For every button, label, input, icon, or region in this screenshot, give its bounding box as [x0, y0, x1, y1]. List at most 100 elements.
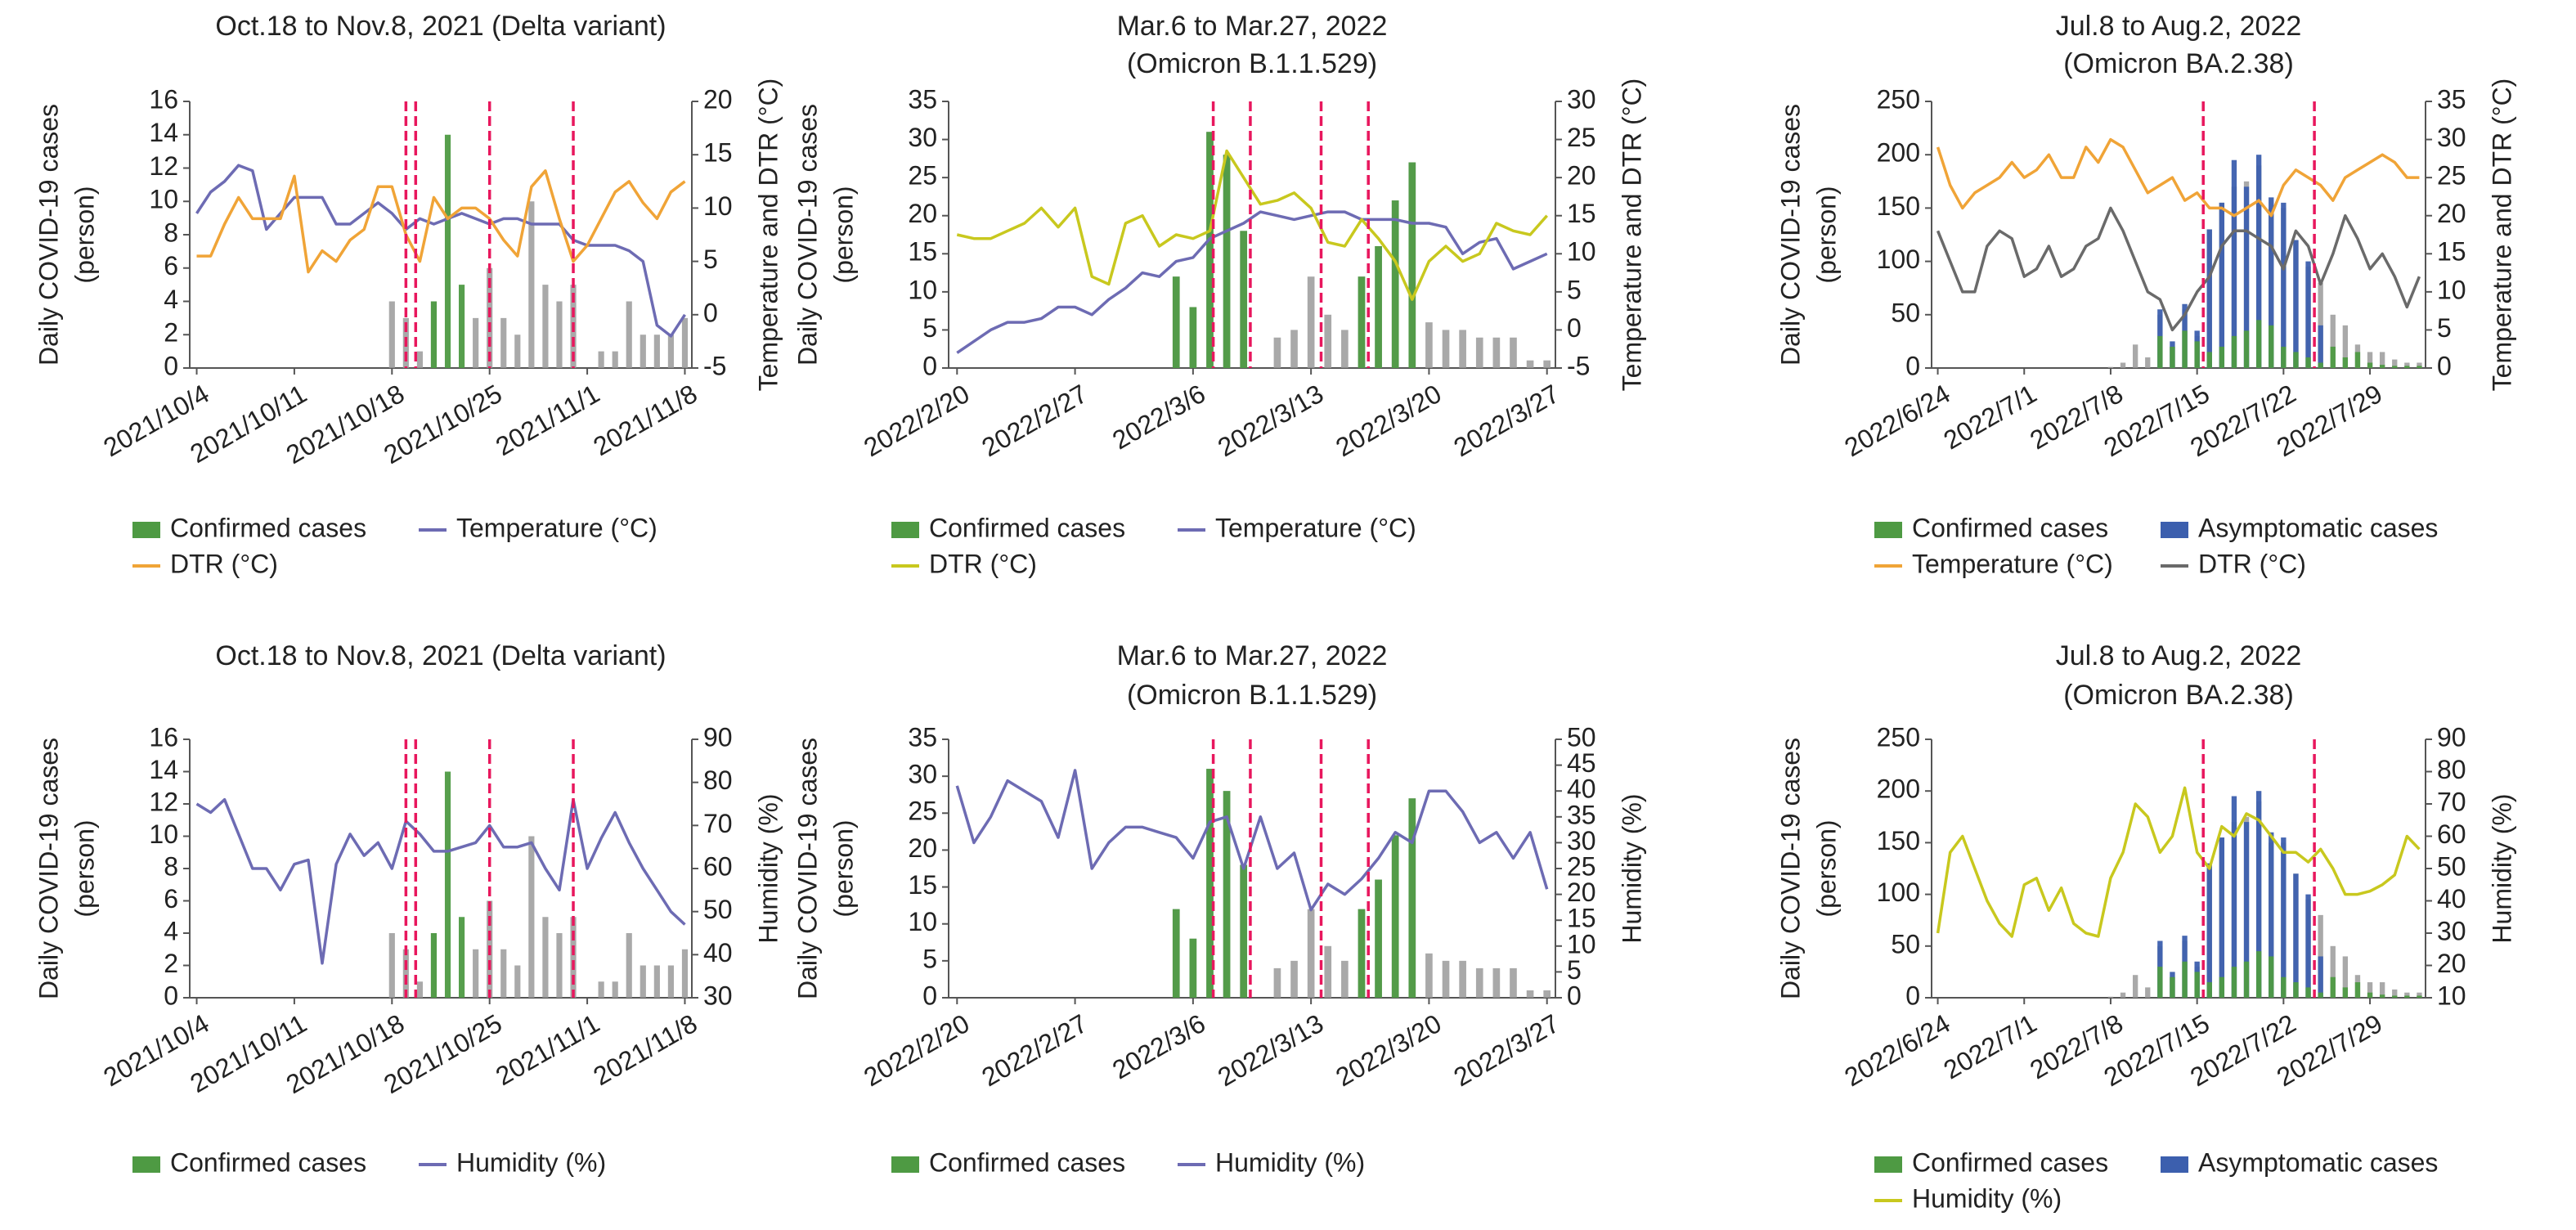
- bar-confirmed: [2269, 325, 2274, 368]
- bar-confirmed: [2404, 995, 2410, 998]
- chart-title: (Omicron BA.2.38): [2063, 680, 2294, 711]
- x-tick-label: 2022/3/27: [1449, 1008, 1564, 1092]
- y-tick-label-right: 10: [2437, 981, 2466, 1010]
- y-axis-label-right: Humidity (%): [2487, 793, 2516, 943]
- bar-gray: [640, 334, 646, 368]
- bar-confirmed: [444, 771, 451, 998]
- bar-confirmed: [1408, 162, 1416, 368]
- bar-confirmed: [2318, 992, 2323, 998]
- y-tick-label-left: 30: [908, 760, 937, 789]
- bar-gray: [667, 334, 674, 368]
- line-humidity: [1936, 786, 2421, 938]
- bar-asymptomatic: [2293, 240, 2299, 368]
- bar-gray: [2404, 992, 2410, 998]
- bar-gray: [612, 351, 618, 368]
- bar-confirmed: [2243, 961, 2250, 998]
- x-tick-label: 2022/3/20: [1331, 1008, 1446, 1092]
- y-tick-label-left: 150: [1877, 826, 1920, 855]
- y-axis-label-left: Daily COVID-19 cases: [792, 104, 822, 366]
- bar-gray: [1492, 337, 1501, 368]
- bar-confirmed: [2342, 987, 2349, 998]
- x-tick-label: 2022/3/13: [1213, 1008, 1328, 1092]
- bar-gray: [667, 965, 674, 998]
- x-tick-label: 2022/3/13: [1213, 379, 1328, 462]
- bar-gray: [1290, 330, 1298, 368]
- y-tick-label-left: 20: [908, 199, 937, 228]
- y-axis-label-left: Daily COVID-19 cases: [1775, 738, 1805, 999]
- bar-confirmed: [2305, 987, 2311, 998]
- y-tick-label-right: 30: [1567, 826, 1596, 855]
- bar-gray: [2120, 362, 2126, 368]
- bar-gray: [556, 301, 563, 368]
- bar-gray: [1459, 330, 1466, 368]
- bar-confirmed: [1375, 245, 1382, 368]
- legend-swatch-bar: [132, 1156, 160, 1173]
- bar-gray: [1307, 909, 1315, 998]
- legend-label: Asymptomatic cases: [2198, 513, 2438, 542]
- y-tick-label-right: 5: [703, 245, 718, 274]
- bar-gray: [653, 965, 660, 998]
- bar-asymptomatic: [2243, 822, 2250, 998]
- y-tick-label-left: 30: [908, 123, 937, 152]
- bar-gray: [598, 981, 604, 998]
- bar-gray: [416, 981, 423, 998]
- y-tick-label-left: 200: [1877, 138, 1920, 168]
- y-tick-label-left: 0: [922, 981, 937, 1010]
- bar-gray: [1324, 314, 1332, 368]
- y-tick-label-left: 15: [908, 237, 937, 267]
- bar-gray: [556, 933, 563, 998]
- y-tick-label-right: -5: [1567, 351, 1590, 380]
- bar-confirmed: [1391, 835, 1399, 998]
- legend-label: Humidity (%): [456, 1147, 606, 1177]
- bar-confirmed: [2194, 972, 2200, 998]
- bar-asymptomatic: [2206, 229, 2212, 368]
- y-tick-label-right: 25: [1567, 123, 1596, 152]
- bar-confirmed: [430, 301, 438, 368]
- y-tick-label-right: 0: [1567, 313, 1582, 343]
- bar-confirmed: [2206, 352, 2212, 368]
- bar-confirmed: [430, 933, 438, 998]
- legend: Confirmed cases Temperature (°C) DTR (°C): [132, 513, 657, 578]
- bar-confirmed: [2379, 365, 2385, 368]
- y-tick-label-left: 25: [908, 797, 937, 826]
- chart-title: Oct.18 to Nov.8, 2021 (Delta variant): [215, 11, 666, 42]
- y-tick-label-left: 250: [1877, 84, 1920, 114]
- line-dtr-c: [1936, 206, 2421, 332]
- bar-gray: [416, 351, 423, 368]
- legend-swatch-bar: [891, 522, 919, 538]
- x-tick-label: 2022/3/6: [1107, 379, 1210, 455]
- y-axis-label-left: Daily COVID-19 cases: [792, 738, 822, 999]
- y-tick-label-left: 4: [164, 285, 178, 314]
- legend-label: DTR (°C): [2198, 549, 2306, 578]
- bar-gray: [2107, 366, 2114, 368]
- y-tick-label-right: 45: [1567, 748, 1596, 778]
- chart-panel-bottom-middle: Mar.6 to Mar.27, 2022 (Omicron B.1.1.529)…: [792, 640, 1646, 1177]
- line-temperature-c: [956, 210, 1548, 354]
- bar-gray: [2107, 996, 2114, 998]
- bar-gray: [528, 201, 535, 368]
- bar-gray: [1324, 945, 1332, 998]
- bar-gray: [528, 836, 535, 998]
- legend: Confirmed cases Humidity (%): [891, 1147, 1365, 1177]
- legend-label: Confirmed cases: [170, 1147, 366, 1177]
- x-tick-label: 2022/6/24: [1839, 1008, 1954, 1092]
- legend-swatch-bar: [891, 1156, 919, 1173]
- y-tick-label-left: 2: [164, 949, 178, 978]
- bar-confirmed: [2170, 346, 2175, 368]
- bar-gray: [514, 334, 521, 368]
- chart-panel-top-left: Oct.18 to Nov.8, 2021 (Delta variant) 0 2 4…: [34, 11, 783, 578]
- bar-gray: [2379, 982, 2385, 998]
- bar-gray: [1526, 360, 1534, 368]
- bar-gray: [500, 317, 507, 368]
- y-axis-label-right: Temperature and DTR (°C): [1617, 79, 1646, 392]
- chart-title: (Omicron B.1.1.529): [1127, 680, 1377, 711]
- bar-confirmed: [2269, 956, 2274, 998]
- y-tick-label-left: 14: [149, 755, 178, 784]
- bar-gray: [681, 317, 689, 368]
- y-tick-label-left: 15: [908, 870, 937, 900]
- legend: Confirmed cases Asymptomatic cases Humidit…: [1874, 1147, 2438, 1213]
- y-tick-label-right: 90: [703, 722, 733, 752]
- bar-asymptomatic: [2219, 202, 2225, 368]
- legend-swatch-bar: [2161, 522, 2188, 538]
